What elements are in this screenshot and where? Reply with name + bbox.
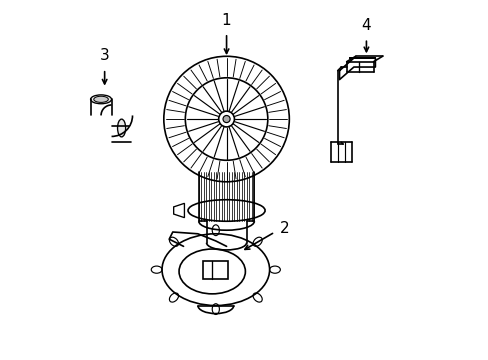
Ellipse shape: [90, 95, 111, 104]
Text: 2: 2: [280, 221, 289, 236]
Text: 4: 4: [361, 18, 370, 33]
Text: 3: 3: [100, 49, 109, 63]
Circle shape: [218, 111, 234, 127]
Ellipse shape: [94, 96, 108, 102]
Circle shape: [223, 116, 230, 123]
Text: 1: 1: [221, 13, 231, 28]
FancyBboxPatch shape: [203, 261, 228, 279]
Ellipse shape: [117, 119, 125, 137]
